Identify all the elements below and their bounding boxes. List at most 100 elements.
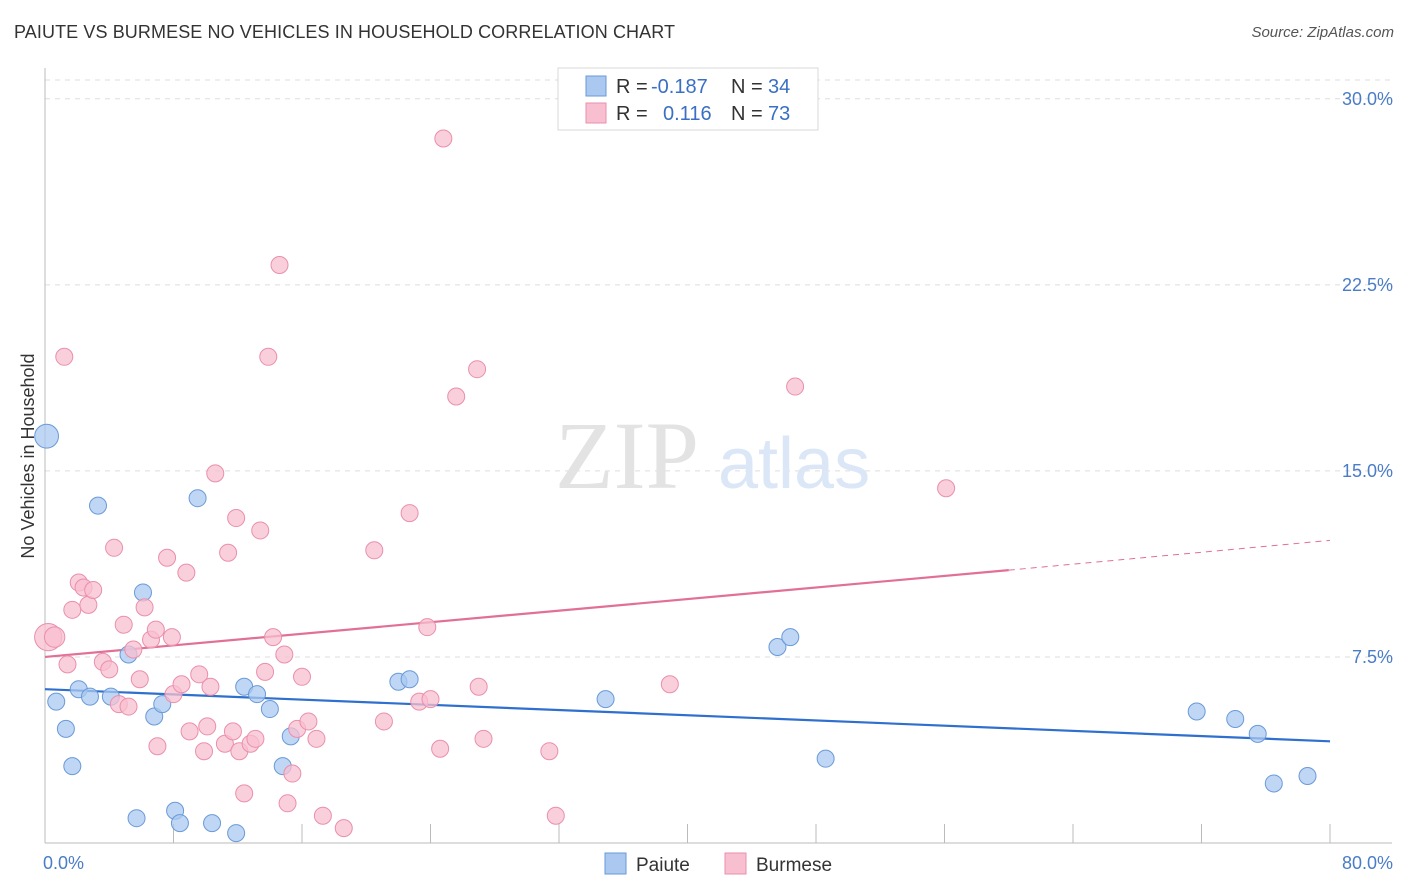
legend-n-value-burmese: 73 [768,103,790,125]
legend-r-label-burmese: R = [616,103,648,125]
paiute-point [1264,774,1283,793]
legend-r-value-paiute: -0.187 [651,76,708,98]
y-axis-label: No Vehicles in Household [18,353,38,558]
burmese-point [55,347,74,366]
y-tick-label: 7.5% [1352,647,1393,667]
burmese-point [43,626,66,648]
burmese-point [307,729,326,748]
y-tick-label: 30.0% [1342,89,1393,109]
bottom-legend-label-paiute: Paiute [636,855,690,876]
x-tick-label-min: 0.0% [43,853,84,873]
burmese-point [162,628,181,647]
burmese-point [283,764,302,783]
burmese-point [172,675,191,694]
burmese-point [270,256,289,275]
source-label: Source: ZipAtlas.com [1251,24,1394,41]
burmese-point [374,712,393,731]
burmese-point [400,504,419,523]
legend-n-label-burmese: N = [731,103,763,125]
burmese-point [223,722,242,741]
burmese-point [124,640,143,659]
burmese-point [105,538,124,557]
burmese-point [130,670,149,689]
burmese-point [251,521,270,540]
burmese-point [293,667,311,686]
legend-n-label-paiute: N = [731,76,763,98]
burmese-point [206,464,225,483]
paiute-point [1298,767,1317,786]
burmese-point [58,655,77,674]
trend-lines [44,539,1331,743]
burmese-point [198,717,217,736]
paiute-point [170,814,189,833]
paiute-point [596,690,615,709]
data-points [34,129,1317,843]
burmese-point [148,737,167,756]
paiute-point [1226,709,1245,728]
legend-n-value-paiute: 34 [768,76,790,98]
watermark: ZIP atlas [555,402,870,509]
paiute-point [1187,702,1206,721]
bottom-legend-swatch-burmese [724,852,747,875]
burmese-point [84,580,103,599]
burmese-point [63,600,82,619]
paiute-point [63,757,82,776]
y-tick-label: 15.0% [1342,461,1393,481]
burmese-point [177,563,196,582]
y-tick-label: 22.5% [1342,275,1393,295]
burmese-point [201,677,220,696]
paiute-point [260,700,279,719]
burmese-point [469,677,488,696]
burmese-point [540,742,559,761]
paiute-point [816,749,835,768]
y-tick-labels: 7.5% 15.0% 22.5% 30.0% [1342,89,1393,667]
burmese-point [246,729,265,748]
paiute-point [127,809,146,828]
paiute-point [56,719,75,738]
stats-legend: R = -0.187 N = 34 R = 0.116 N = 73 [557,67,819,131]
burmese-point [431,739,450,758]
burmese-point [365,541,384,560]
burmese-point [660,675,679,694]
burmese-point [114,615,133,634]
trend-line-burmese-extension [1008,539,1331,571]
burmese-point [275,645,294,664]
burmese-point [421,690,440,709]
paiute-point [47,692,66,711]
burmese-point [264,628,283,647]
burmese-point [259,347,278,366]
paiute-point [89,496,108,515]
burmese-point [190,665,209,684]
burmese-point [227,509,246,528]
burmese-point [256,662,275,681]
burmese-point [474,729,493,748]
x-tick-label-max: 80.0% [1342,853,1393,873]
burmese-point [180,722,199,741]
burmese-point [937,479,956,498]
burmese-point [195,742,214,761]
paiute-point [781,628,800,647]
trend-line-burmese [44,569,1009,659]
legend-r-value-burmese: 0.116 [663,103,712,125]
paiute-point [248,685,267,704]
burmese-point [334,819,353,838]
burmese-point [119,697,138,716]
burmese-point [313,806,332,825]
burmese-point [786,377,805,396]
paiute-point [768,638,787,657]
legend-swatch-burmese [585,102,607,124]
paiute-point [203,814,222,833]
bottom-legend-swatch-paiute [604,852,627,875]
burmese-point [146,620,165,639]
watermark-zip: ZIP [555,402,699,509]
burmese-point [418,618,437,637]
watermark-atlas: atlas [718,424,870,504]
paiute-point [1248,724,1267,743]
paiute-point [153,695,172,714]
legend-swatch-paiute [585,75,607,97]
burmese-point [299,712,318,731]
grid-lines [45,79,1392,658]
burmese-point [546,806,565,825]
burmese-point [447,387,466,406]
